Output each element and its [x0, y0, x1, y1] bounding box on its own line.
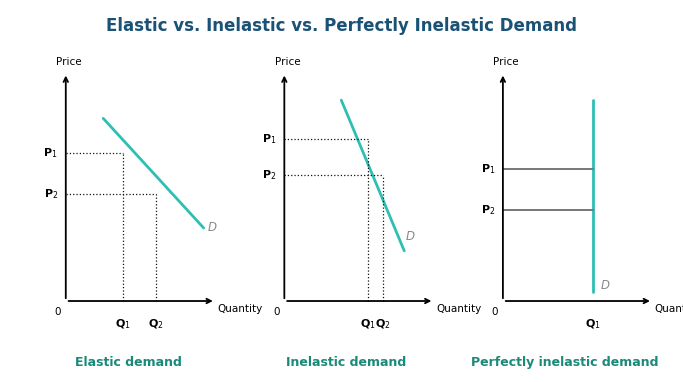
Text: P$_2$: P$_2$	[481, 203, 495, 217]
Text: Q$_1$: Q$_1$	[361, 317, 376, 331]
Text: P$_2$: P$_2$	[262, 168, 277, 182]
Text: Inelastic demand: Inelastic demand	[286, 356, 407, 369]
Text: 0: 0	[273, 306, 280, 317]
Text: D: D	[208, 221, 217, 234]
Text: P$_2$: P$_2$	[44, 187, 58, 201]
Text: Quantity: Quantity	[655, 304, 683, 314]
Text: Q$_2$: Q$_2$	[148, 317, 163, 331]
Text: 0: 0	[55, 306, 61, 317]
Text: Price: Price	[493, 57, 519, 67]
Text: 0: 0	[492, 306, 499, 317]
Text: P$_1$: P$_1$	[262, 132, 277, 146]
Text: Price: Price	[275, 57, 301, 67]
Text: Q$_1$: Q$_1$	[585, 317, 601, 331]
Text: Quantity: Quantity	[436, 304, 482, 314]
Text: Elastic demand: Elastic demand	[74, 356, 182, 369]
Text: D: D	[406, 230, 415, 243]
Text: P$_1$: P$_1$	[481, 162, 495, 175]
Text: Elastic vs. Inelastic vs. Perfectly Inelastic Demand: Elastic vs. Inelastic vs. Perfectly Inel…	[106, 17, 577, 35]
Text: P$_1$: P$_1$	[44, 146, 58, 160]
Text: Quantity: Quantity	[218, 304, 263, 314]
Text: Price: Price	[56, 57, 82, 67]
Text: Q$_2$: Q$_2$	[376, 317, 391, 331]
Text: D: D	[600, 279, 610, 292]
Text: Q$_1$: Q$_1$	[115, 317, 130, 331]
Text: Perfectly inelastic demand: Perfectly inelastic demand	[471, 356, 659, 369]
